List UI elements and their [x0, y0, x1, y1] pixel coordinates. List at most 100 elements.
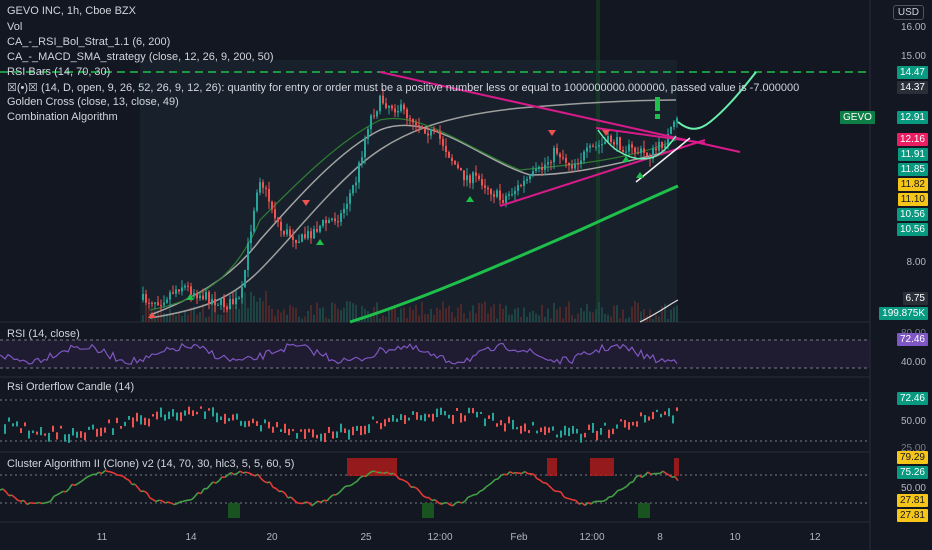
volume-bar	[196, 314, 198, 322]
volume-bar	[550, 318, 552, 322]
orderflow-candle	[88, 426, 90, 430]
time-tick: Feb	[510, 532, 528, 543]
volume-bar	[502, 308, 504, 322]
orderflow-candle	[120, 425, 122, 429]
volume-bar	[229, 302, 231, 322]
indicator-vol[interactable]: Vol	[7, 21, 23, 33]
orderflow-candle	[476, 411, 478, 418]
candle-body	[616, 137, 618, 145]
candle-body	[436, 130, 438, 132]
candle-body	[217, 304, 219, 306]
volume-bar	[511, 314, 513, 322]
volume-bar	[532, 310, 534, 322]
volume-bar	[496, 318, 498, 322]
candle-body	[409, 118, 411, 120]
orderflow-candle	[36, 431, 38, 435]
candle-body	[142, 294, 144, 300]
orderflow-candle	[132, 417, 134, 428]
volume-bar	[160, 308, 162, 322]
rsi-title[interactable]: RSI (14, close)	[7, 328, 80, 340]
volume-bar	[448, 305, 450, 322]
projection-path	[677, 71, 757, 130]
candle-body	[556, 147, 558, 154]
volume-bar	[553, 302, 555, 322]
symbol-title[interactable]: GEVO INC, 1h, Cboe BZX	[7, 5, 136, 17]
volume-bar	[304, 316, 306, 322]
volume-bar	[658, 316, 660, 322]
currency-button[interactable]: USD	[892, 5, 924, 20]
cluster-segment	[560, 491, 565, 498]
volume-bar	[478, 303, 480, 322]
indicator-rsi-bars[interactable]: RSI Bars (14, 70, 30)	[7, 66, 111, 78]
indicator-combination[interactable]: Combination Algorithm	[7, 111, 118, 123]
candle-body	[619, 137, 621, 150]
volume-bar	[499, 303, 501, 322]
candle-body	[292, 236, 294, 240]
cluster-segment	[146, 492, 151, 499]
indicator-ichimoku-error[interactable]: ☒(•)☒ (14, D, open, 9, 26, 52, 26, 9, 12…	[7, 82, 800, 94]
cluster-segment	[464, 496, 469, 502]
cluster-segment	[362, 475, 367, 478]
candle-body	[418, 125, 420, 127]
candle-body	[364, 138, 366, 158]
cluster-segment	[359, 475, 364, 479]
cluster-segment	[497, 474, 502, 480]
orderflow-candle	[144, 417, 146, 426]
indicator-macd[interactable]: CA_-_MACD_SMA_strategy (close, 12, 26, 9…	[7, 51, 274, 63]
indicator-golden-cross[interactable]: Golden Cross (close, 13, close, 49)	[7, 96, 179, 108]
orderflow-candle	[68, 434, 70, 443]
volume-bar	[226, 302, 228, 322]
orderflow-title[interactable]: Rsi Orderflow Candle (14)	[7, 381, 135, 393]
time-tick: 12	[809, 532, 821, 543]
candle-body	[187, 285, 189, 287]
cluster-segment	[368, 470, 373, 475]
candle-body	[493, 194, 495, 197]
candle-body	[169, 292, 171, 300]
rsi-band	[0, 340, 870, 368]
candle-body	[346, 203, 348, 209]
cluster-segment	[107, 470, 112, 473]
volume-bar	[166, 313, 168, 322]
orderflow-candle	[344, 428, 346, 433]
volume-bar	[142, 315, 144, 322]
volume-bar	[508, 314, 510, 322]
orderflow-candle	[508, 416, 510, 424]
time-tick: 12:00	[579, 532, 605, 543]
volume-bar	[601, 307, 603, 322]
candle-body	[433, 128, 435, 131]
volume-bar	[310, 305, 312, 322]
indicator-rsi-bol[interactable]: CA_-_RSI_Bol_Strat_1.1 (6, 200)	[7, 36, 171, 48]
orderflow-candle	[488, 415, 490, 419]
orderflow-candle	[544, 426, 546, 435]
orderflow-candle	[284, 423, 286, 433]
volume-bar	[349, 301, 351, 322]
candle-body	[676, 118, 678, 122]
orderflow-candle	[108, 419, 110, 424]
cluster-segment	[209, 481, 214, 486]
orderflow-candle	[396, 418, 398, 423]
cluster-segment	[545, 482, 550, 487]
cluster-label: 75.26	[896, 466, 928, 479]
volume-bar	[616, 305, 618, 322]
orderflow-candle	[408, 417, 410, 421]
cluster-segment	[647, 471, 652, 475]
candle-body	[610, 135, 612, 142]
volume-bar	[472, 305, 474, 322]
orderflow-candle	[520, 425, 522, 434]
candle-body	[478, 175, 480, 180]
volume-bar	[673, 307, 675, 322]
volume-bar	[292, 306, 294, 322]
volume-bar	[634, 301, 636, 322]
candle-body	[637, 152, 639, 154]
cluster-line	[0, 469, 679, 507]
cluster-segment	[2, 488, 7, 493]
orderflow-candle	[448, 414, 450, 419]
price-label: 11.82	[897, 178, 928, 191]
cluster-title[interactable]: Cluster Algorithm II (Clone) v2 (14, 70,…	[7, 458, 295, 470]
cluster-segment	[335, 492, 340, 496]
cluster-segment	[419, 491, 424, 497]
volume-bar	[625, 318, 627, 322]
volume-bar	[514, 308, 516, 322]
cluster-segment	[80, 478, 85, 483]
